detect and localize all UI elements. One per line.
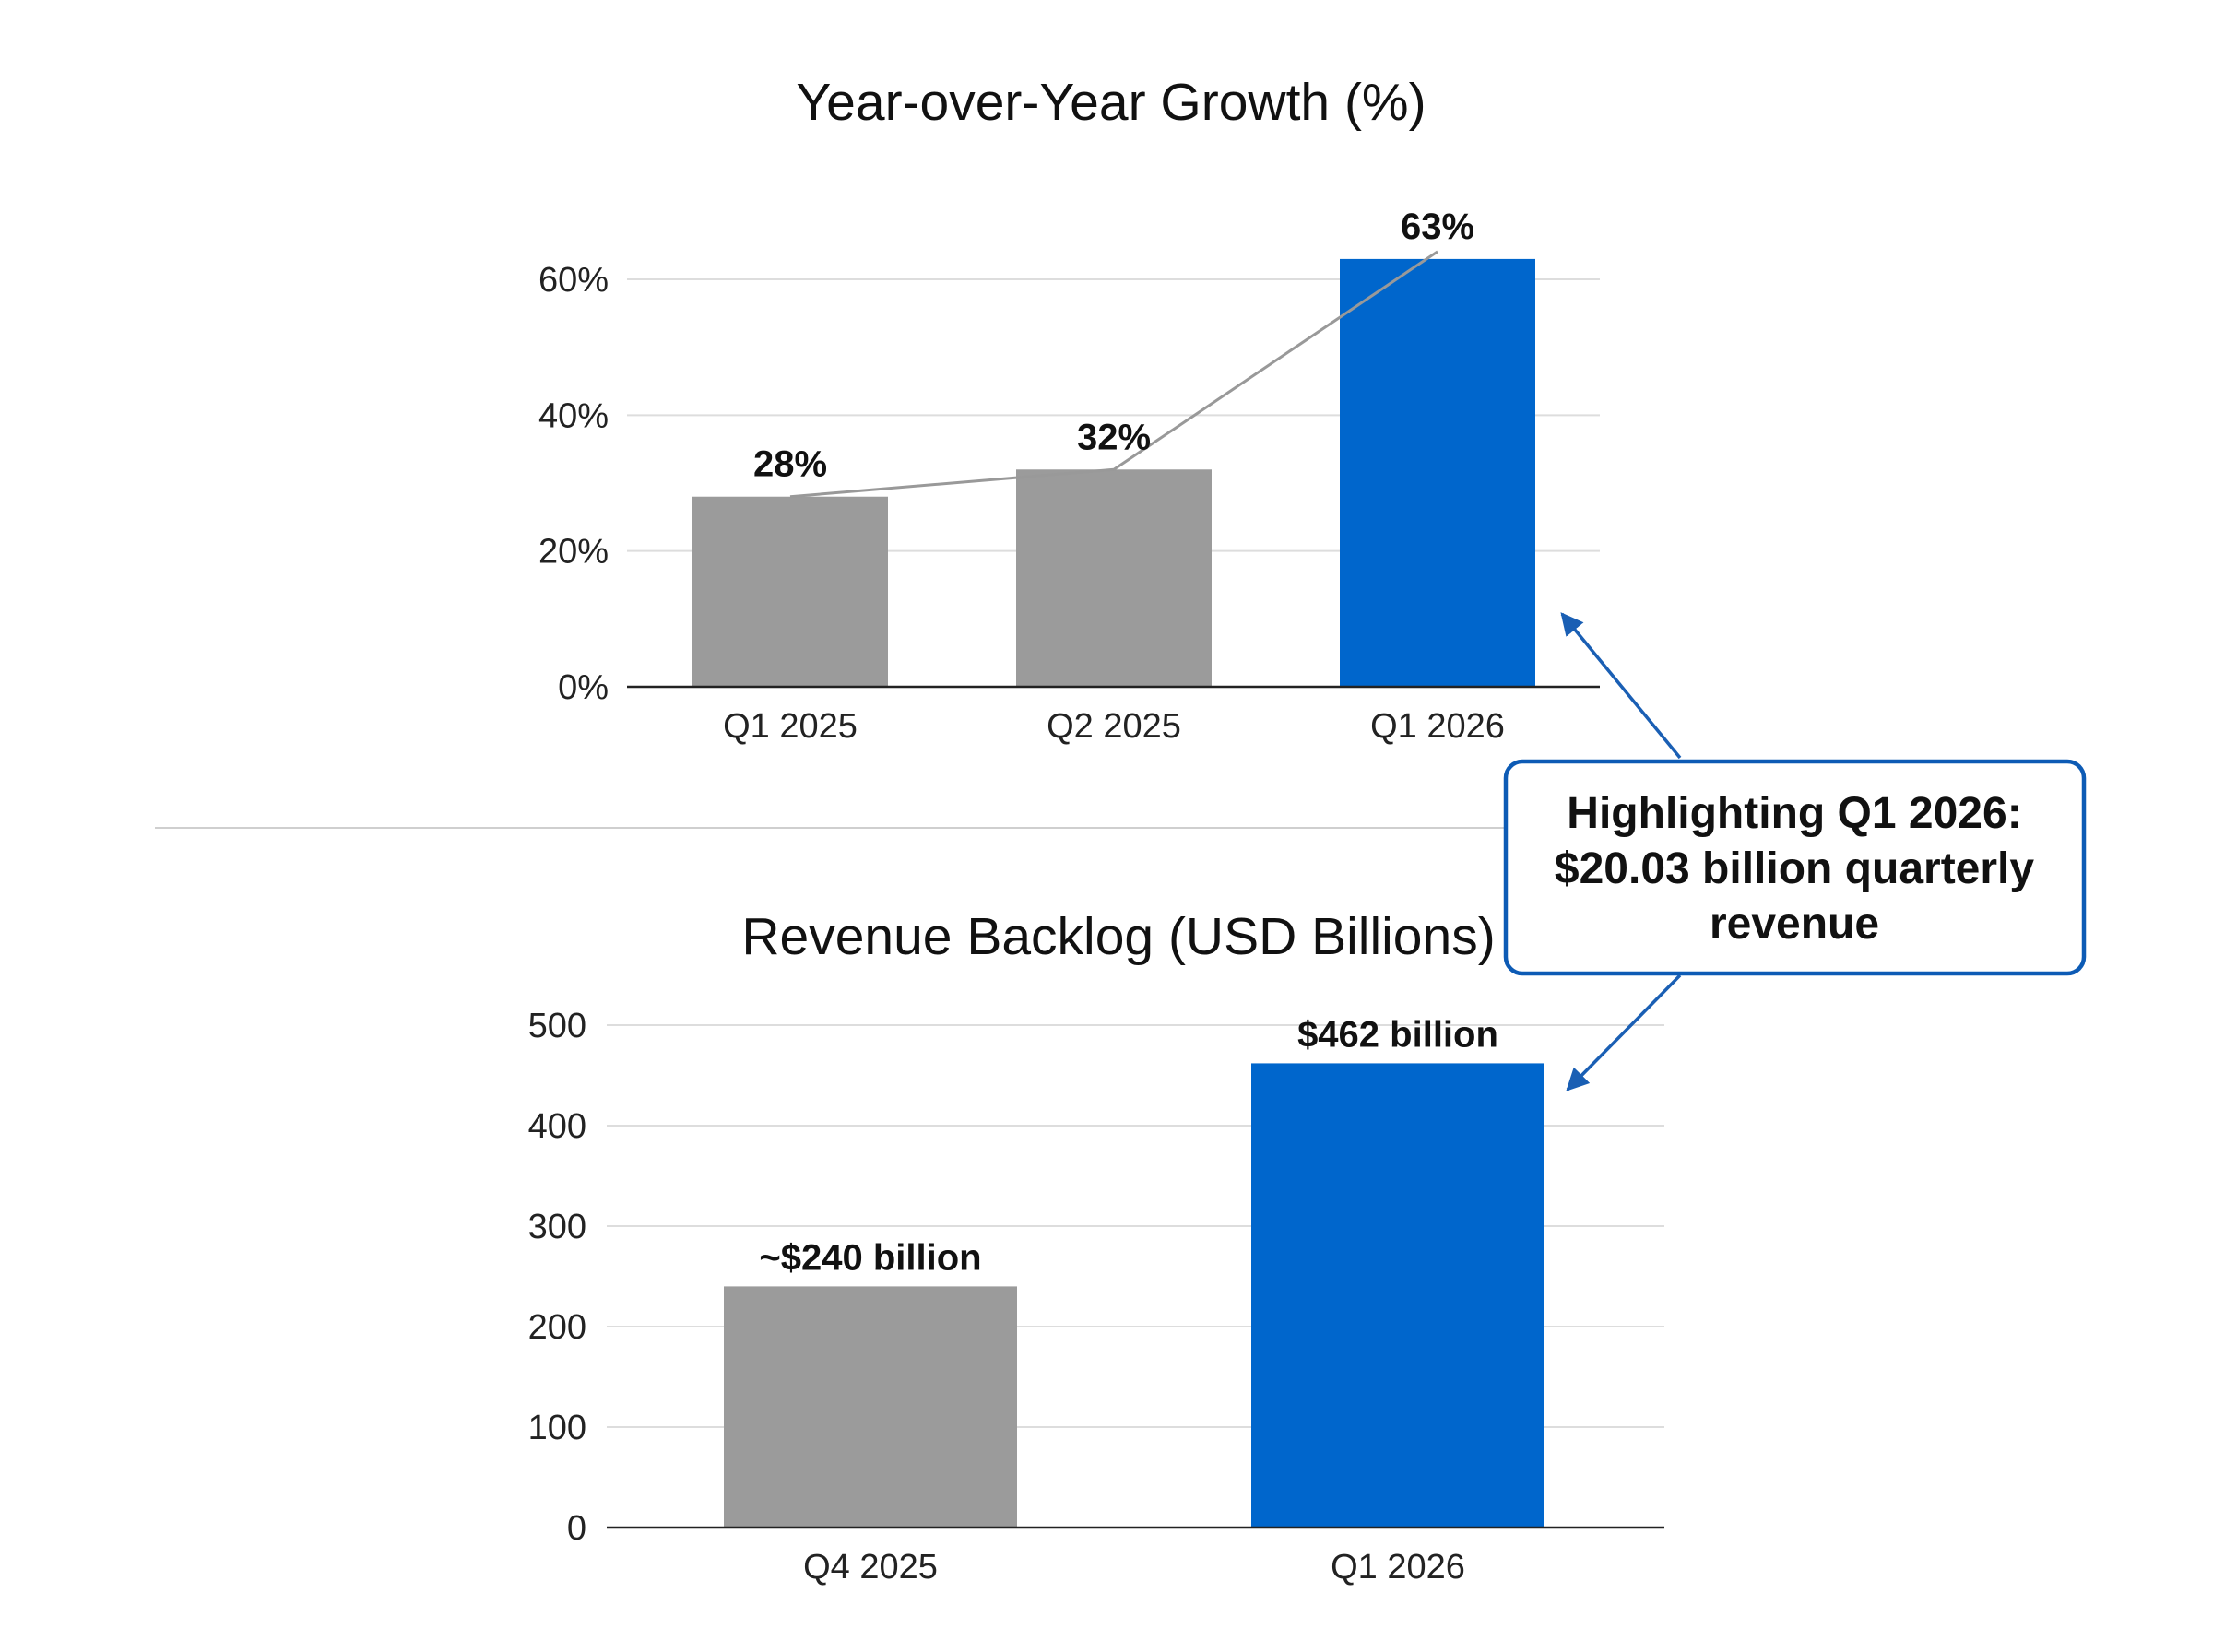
backlog-chart: Revenue Backlog (USD Billions) 0 100 200 30…: [528, 907, 1664, 1587]
growth-y-tick-label: 0%: [558, 668, 609, 707]
growth-category-label: Q1 2025: [723, 707, 858, 746]
growth-data-label: 32%: [1077, 417, 1151, 457]
backlog-category-labels: Q4 2025 Q1 2026: [803, 1548, 1465, 1587]
growth-bar-1: [692, 496, 888, 687]
growth-data-label: 28%: [753, 444, 827, 485]
backlog-data-label: $462 billion: [1297, 1014, 1498, 1055]
callout-line-2: $20.03 billion quarterly: [1555, 844, 2035, 893]
growth-category-label: Q1 2026: [1370, 707, 1505, 746]
callout-line-1: Highlighting Q1 2026:: [1567, 789, 2021, 838]
growth-category-labels: Q1 2025 Q2 2025 Q1 2026: [723, 707, 1505, 746]
growth-y-tick-label: 40%: [538, 396, 609, 435]
callout-box: [1503, 759, 2087, 976]
backlog-bar-1: [724, 1286, 1017, 1528]
growth-data-label: 63%: [1401, 206, 1474, 247]
growth-trend-line: [789, 250, 1438, 499]
backlog-category-label: Q4 2025: [803, 1548, 938, 1587]
growth-data-labels: 28% 32% 63%: [753, 206, 1474, 485]
backlog-y-tick-label: 100: [528, 1409, 586, 1447]
growth-category-label: Q2 2025: [1047, 707, 1181, 746]
backlog-data-label: ~$240 billion: [759, 1237, 981, 1278]
backlog-category-label: Q1 2026: [1331, 1548, 1465, 1587]
backlog-y-tick-label: 500: [528, 1007, 586, 1045]
growth-y-axis-ticks: 0% 20% 40% 60%: [538, 261, 609, 707]
growth-y-tick-label: 60%: [538, 261, 609, 300]
growth-bar-2: [1016, 469, 1212, 687]
growth-y-tick-label: 20%: [538, 533, 609, 572]
callout-line-3: revenue: [1710, 900, 1879, 949]
growth-bars: [692, 258, 1535, 687]
backlog-data-labels: ~$240 billion $462 billion: [759, 1014, 1498, 1278]
backlog-bar-2: [1251, 1063, 1544, 1528]
growth-bar-3: [1340, 258, 1535, 687]
backlog-y-tick-label: 200: [528, 1308, 586, 1347]
backlog-y-tick-label: 300: [528, 1208, 586, 1246]
growth-chart: Year-over-Year Growth (%) 0% 20% 40% 60% 28…: [538, 73, 1600, 746]
backlog-y-tick-label: 0: [567, 1509, 586, 1548]
backlog-bars: [724, 1063, 1544, 1528]
backlog-y-tick-label: 400: [528, 1107, 586, 1146]
highlight-callout: Highlighting Q1 2026: $20.03 billion qua…: [1503, 612, 2087, 1092]
backlog-chart-title: Revenue Backlog (USD Billions): [741, 907, 1495, 966]
callout-arrow-down: [1566, 974, 1682, 1092]
growth-chart-title: Year-over-Year Growth (%): [796, 73, 1426, 132]
backlog-y-axis-ticks: 0 100 200 300 400 500: [528, 1007, 586, 1548]
callout-arrow-up: [1560, 612, 1682, 760]
